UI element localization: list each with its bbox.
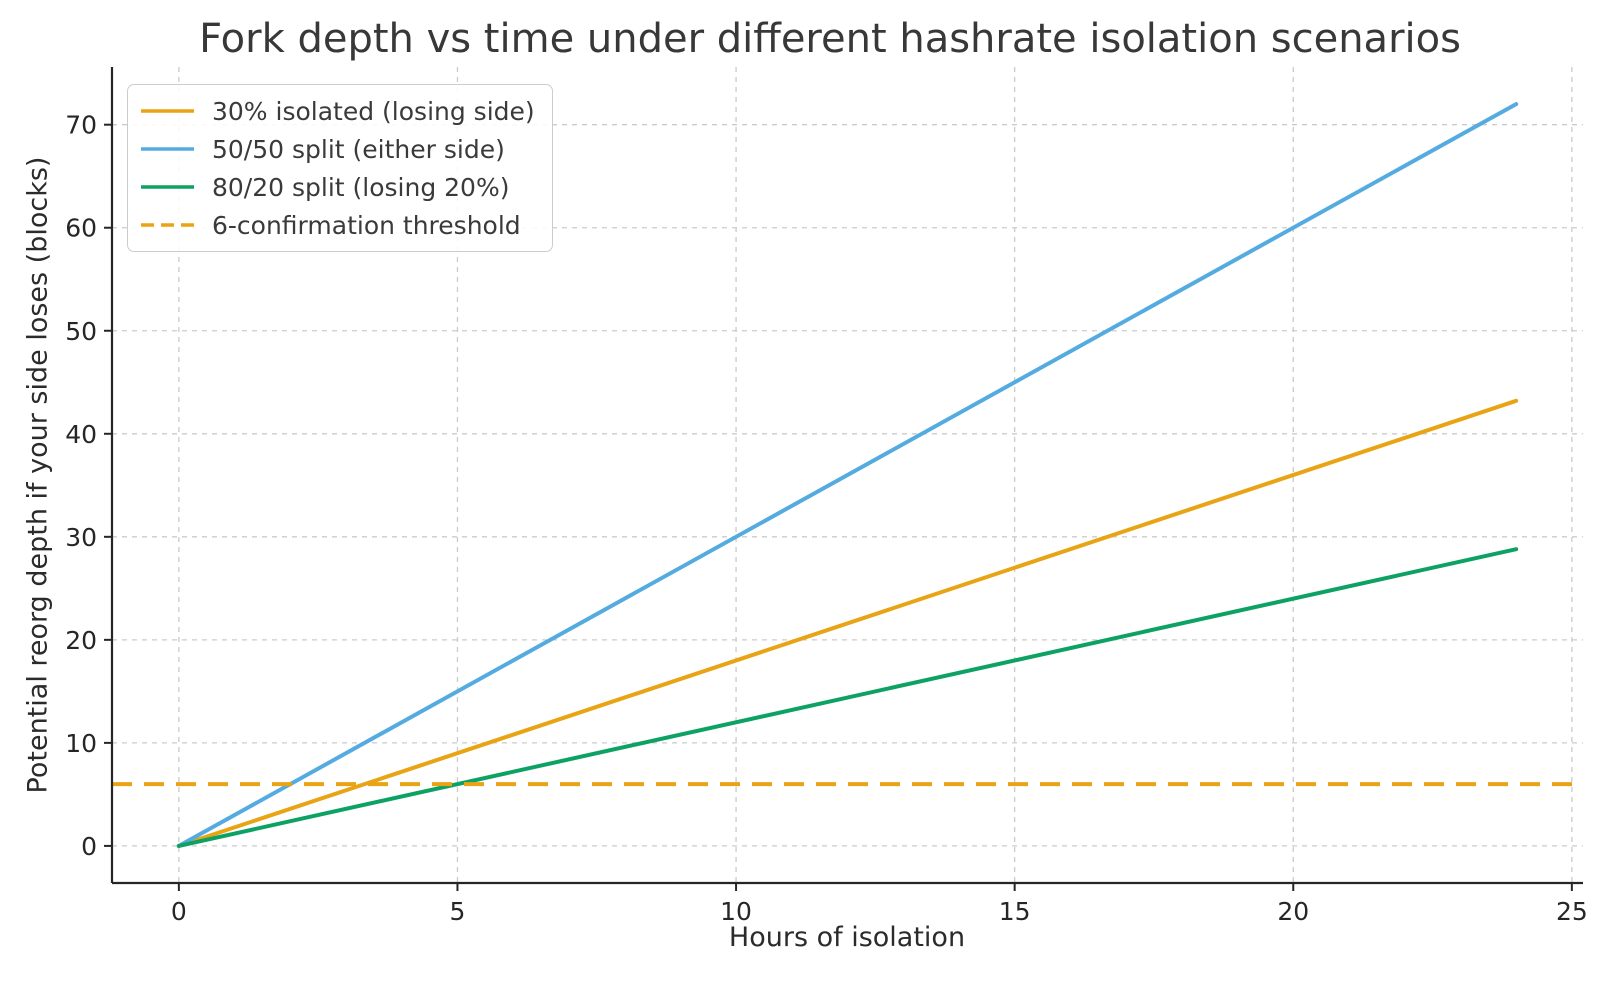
- y-tick-label: 60: [65, 214, 97, 243]
- x-tick-label: 20: [1277, 897, 1309, 926]
- series-line-1: [176, 102, 1519, 848]
- y-tick-label: 50: [65, 317, 97, 346]
- y-tick-label: 0: [81, 832, 97, 861]
- legend-item: 80/20 split (losing 20%): [141, 170, 535, 204]
- y-tick-label: 30: [65, 523, 97, 552]
- legend-dashed-line-sample: [141, 223, 194, 227]
- x-tick-label: 0: [171, 897, 187, 926]
- legend-line-sample: [141, 109, 194, 113]
- series-layer: [112, 102, 1583, 848]
- legend-line-sample: [141, 185, 194, 189]
- x-tick-label: 10: [720, 897, 752, 926]
- y-tick-label: 40: [65, 420, 97, 449]
- chart-title: Fork depth vs time under different hashr…: [199, 16, 1461, 62]
- grid-layer: [112, 67, 1583, 883]
- x-tick-label: 25: [1556, 897, 1588, 926]
- y-axis-label: Potential reorg depth if your side loses…: [22, 156, 54, 794]
- legend-item: 6-confirmation threshold: [141, 208, 535, 242]
- legend-item: 50/50 split (either side): [141, 132, 535, 166]
- series-line-2: [176, 547, 1519, 848]
- legend-item: 30% isolated (losing side): [141, 94, 535, 128]
- y-tick-label: 70: [65, 111, 97, 140]
- x-tick-label: 15: [999, 897, 1031, 926]
- series-line-0: [176, 398, 1519, 848]
- axis-layer: 0 5 10 15 20 25 0 10 20 30 40 50 60 70: [65, 67, 1588, 926]
- legend-item-label: 30% isolated (losing side): [212, 96, 535, 126]
- legend-item-label: 6-confirmation threshold: [212, 210, 521, 240]
- legend-item-label: 80/20 split (losing 20%): [212, 172, 510, 202]
- legend-line-sample: [141, 147, 194, 151]
- x-axis-label: Hours of isolation: [728, 922, 966, 953]
- y-tick-label: 10: [65, 729, 97, 758]
- legend: 30% isolated (losing side) 50/50 split (e…: [127, 84, 553, 252]
- x-tick-label: 5: [450, 897, 466, 926]
- legend-item-label: 50/50 split (either side): [212, 134, 505, 164]
- y-tick-label: 20: [65, 626, 97, 655]
